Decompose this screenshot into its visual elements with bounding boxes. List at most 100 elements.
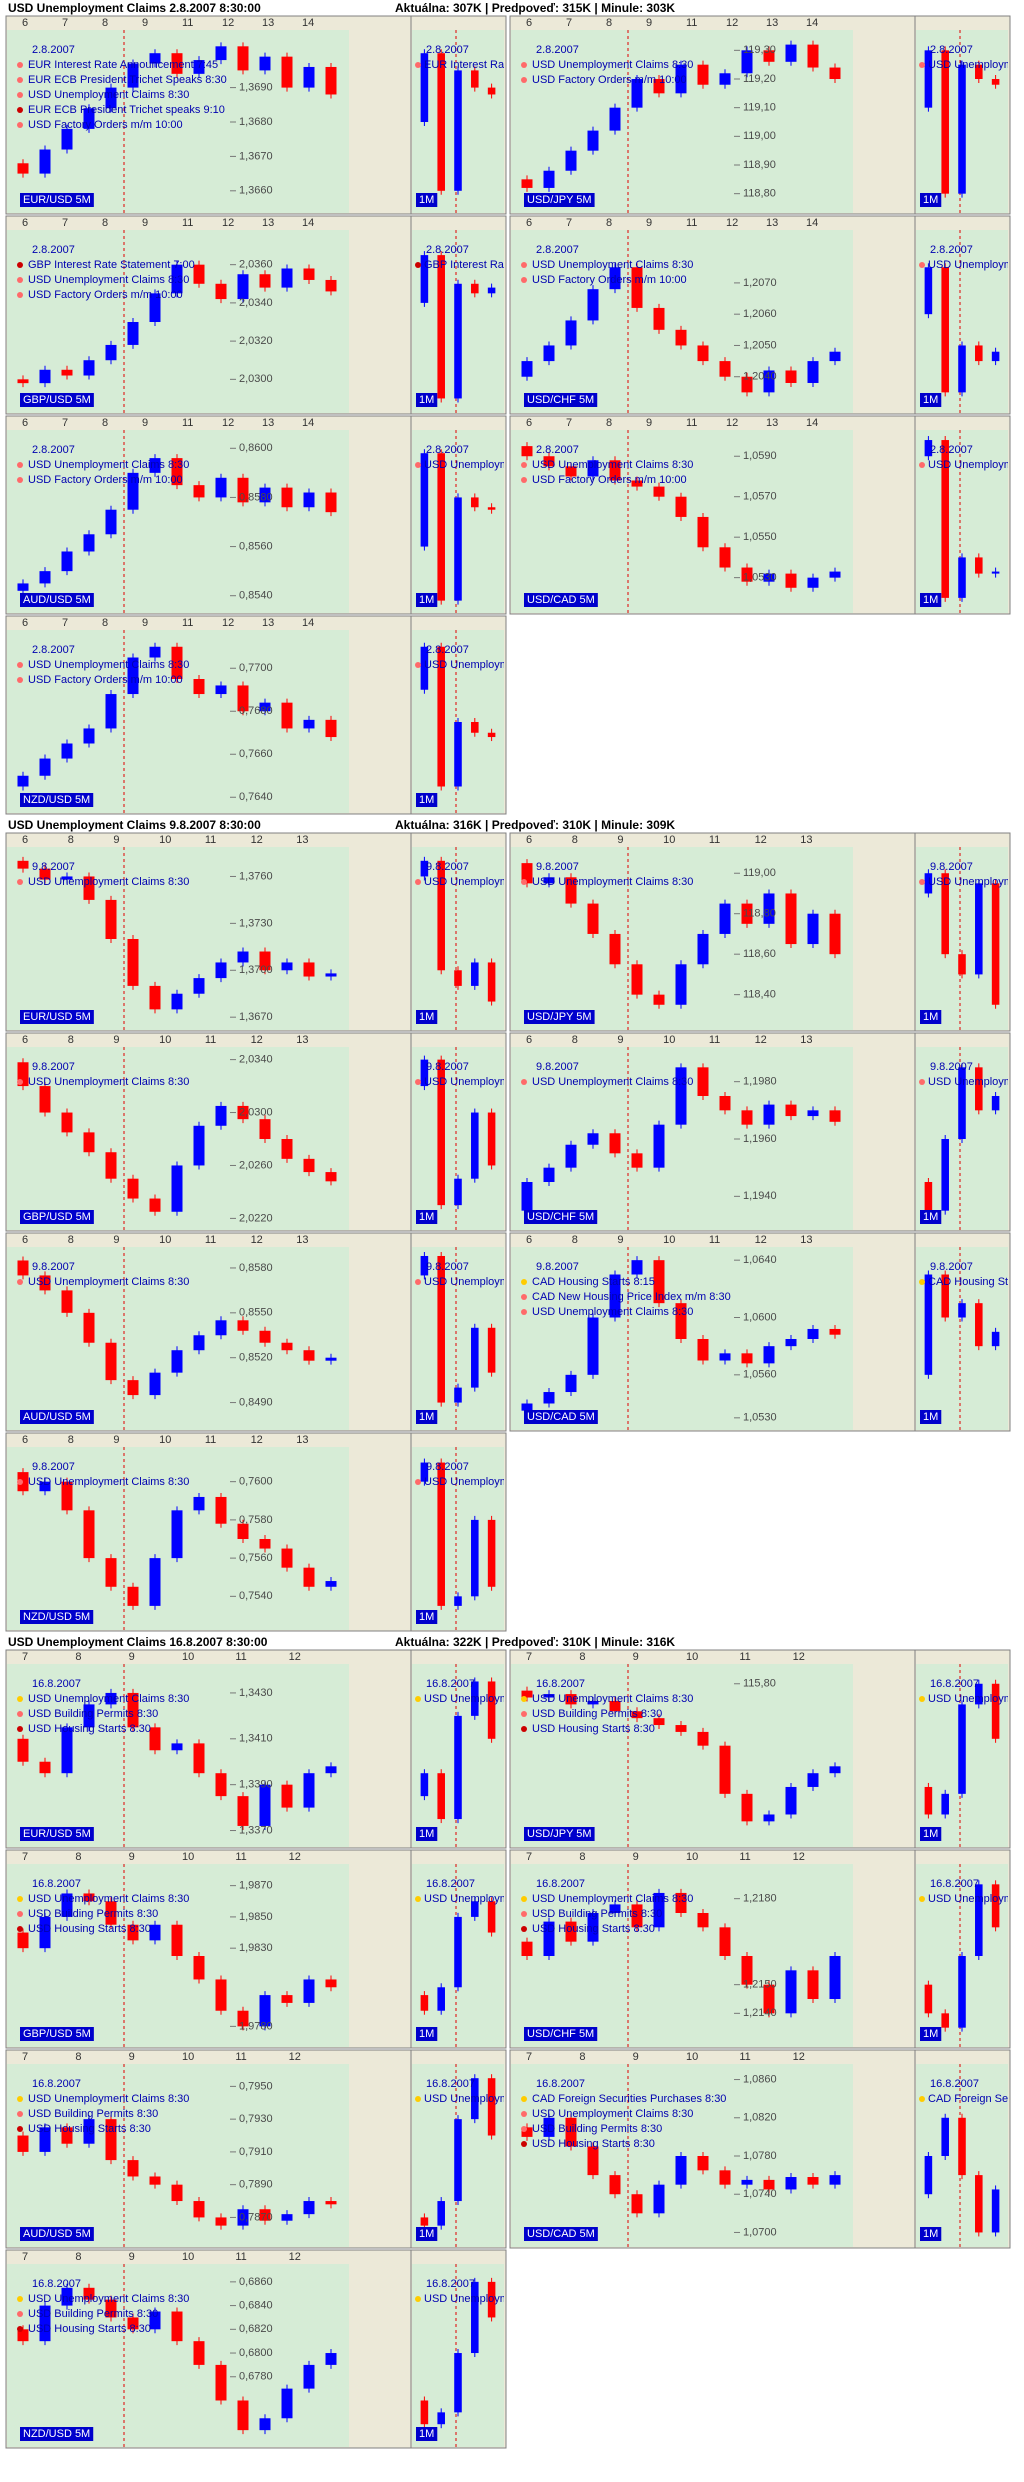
- event-marker: [521, 2141, 527, 2147]
- candle-body: [991, 1884, 1000, 1928]
- hour-label: 8: [102, 17, 108, 29]
- hour-label: 7: [62, 217, 68, 229]
- event-text: CAD Housing Starts 8:15: [532, 1276, 655, 1288]
- candle-body: [697, 1339, 709, 1361]
- candle-body: [61, 2127, 73, 2144]
- timeframe-label-bg: [416, 1210, 438, 1224]
- mini-event-text: USD Unemployment Claims 8:30: [424, 876, 585, 888]
- timeframe-label-bg: [920, 593, 942, 607]
- hour-label: 12: [222, 617, 234, 629]
- y-tick-label: 1,9870: [239, 1880, 273, 1892]
- candle-body: [807, 2177, 819, 2185]
- timeframe-label: 1M: [419, 1611, 434, 1623]
- hour-label: 13: [766, 417, 778, 429]
- event-date: 9.8.2007: [32, 1061, 75, 1073]
- candle-body: [303, 1567, 315, 1587]
- y-tick-label: 1,0530: [743, 572, 777, 584]
- candle-body: [487, 1681, 496, 1739]
- candle-body: [958, 1704, 966, 1794]
- y-tick-label: 0,7870: [239, 2211, 273, 2223]
- candle-body: [941, 1139, 949, 1211]
- mini-date: 16.8.2007: [426, 1878, 475, 1890]
- mini-event-marker: [919, 1896, 925, 1902]
- candle-body: [807, 913, 819, 945]
- y-tick-label: 1,3700: [239, 964, 273, 976]
- candle-body: [17, 1932, 29, 1949]
- hour-label: 14: [302, 617, 314, 629]
- candle-body: [471, 70, 479, 88]
- mini-date: 9.8.2007: [930, 1061, 973, 1073]
- hour-label: 6: [22, 417, 28, 429]
- timeframe-label-bg: [920, 1827, 942, 1841]
- event-text: USD Housing Starts 8:30: [28, 1723, 151, 1735]
- candle-body: [991, 1096, 1000, 1111]
- candle-body: [675, 496, 687, 517]
- y-tick-label: 0,8540: [239, 590, 273, 602]
- timeframe-label: 1M: [419, 194, 434, 206]
- candle-body: [237, 2209, 249, 2226]
- candle-body: [17, 860, 29, 869]
- event-marker: [521, 1711, 527, 1717]
- timeframe-label-bg: [416, 1410, 438, 1424]
- candle-body: [171, 53, 183, 74]
- candle-body: [281, 1548, 293, 1568]
- section-stats: Aktuálna: 307K | Predpoveď: 315K | Minul…: [395, 1, 675, 15]
- timeframe-label-bg: [416, 2427, 438, 2441]
- timeframe-label-bg: [20, 1210, 94, 1224]
- y-tick-label: 0,7580: [239, 1514, 273, 1526]
- plot-area: [7, 1247, 349, 1430]
- hour-label: 13: [262, 417, 274, 429]
- candle-body: [587, 1317, 599, 1375]
- mini-date: 9.8.2007: [930, 1261, 973, 1273]
- timeframe-label: 1M: [419, 1011, 434, 1023]
- candle-body: [958, 954, 966, 975]
- candle-body: [991, 883, 1000, 1005]
- mini-date: 9.8.2007: [930, 861, 973, 873]
- mini-event-text: USD Unemployment Claims 8:30: [424, 2293, 585, 2305]
- candle-body: [631, 1153, 643, 1168]
- candle-body: [39, 1481, 51, 1492]
- candle-body: [215, 46, 227, 61]
- candle-body: [454, 722, 462, 787]
- y-tick-label: 1,0700: [743, 2226, 777, 2238]
- event-marker: [521, 277, 527, 283]
- mini-date: 9.8.2007: [426, 1461, 469, 1473]
- hour-label: 9: [633, 1851, 639, 1863]
- hour-label: 8: [579, 2051, 585, 2063]
- mini-event-marker: [415, 462, 421, 468]
- event-text: USD Factory Orders m/m 10:00: [532, 474, 687, 486]
- candle-body: [215, 283, 227, 300]
- candle-body: [39, 868, 51, 880]
- candle-body: [281, 1995, 293, 2003]
- candle-body: [149, 1924, 161, 1941]
- candle-body: [741, 1110, 753, 1125]
- candle-body: [975, 2175, 983, 2233]
- hour-label: 8: [579, 1651, 585, 1663]
- candle-body: [653, 1124, 665, 1168]
- event-text: USD Unemployment Claims 8:30: [28, 89, 189, 101]
- candle-body: [807, 44, 819, 68]
- y-tick-label: 0,8580: [239, 491, 273, 503]
- mini-date: 2.8.2007: [426, 44, 469, 56]
- candle-body: [829, 913, 841, 955]
- timeframe-label-bg: [524, 193, 595, 207]
- timeframe-label-bg: [20, 1827, 94, 1841]
- hour-label: 9: [129, 1851, 135, 1863]
- hour-label: 13: [766, 17, 778, 29]
- mini-event-marker: [415, 1479, 421, 1485]
- event-marker: [521, 1309, 527, 1315]
- hour-label: 11: [205, 834, 216, 846]
- y-tick-label: 1,0640: [743, 1254, 777, 1266]
- mini-date: 9.8.2007: [426, 861, 469, 873]
- hour-label: 12: [793, 1651, 805, 1663]
- hour-label: 8: [75, 2251, 81, 2263]
- candle-body: [521, 1403, 533, 1411]
- hour-label: 11: [686, 217, 697, 229]
- candle-body: [829, 67, 841, 79]
- hour-label: 9: [646, 417, 652, 429]
- hour-label: 8: [75, 1651, 81, 1663]
- mini-event-text: USD Unemployment Claims 8:30: [928, 1893, 1024, 1905]
- candle-body: [924, 1274, 933, 1375]
- timeframe-label: 1M: [923, 1828, 938, 1840]
- y-tick-label: 1,1940: [743, 1190, 777, 1202]
